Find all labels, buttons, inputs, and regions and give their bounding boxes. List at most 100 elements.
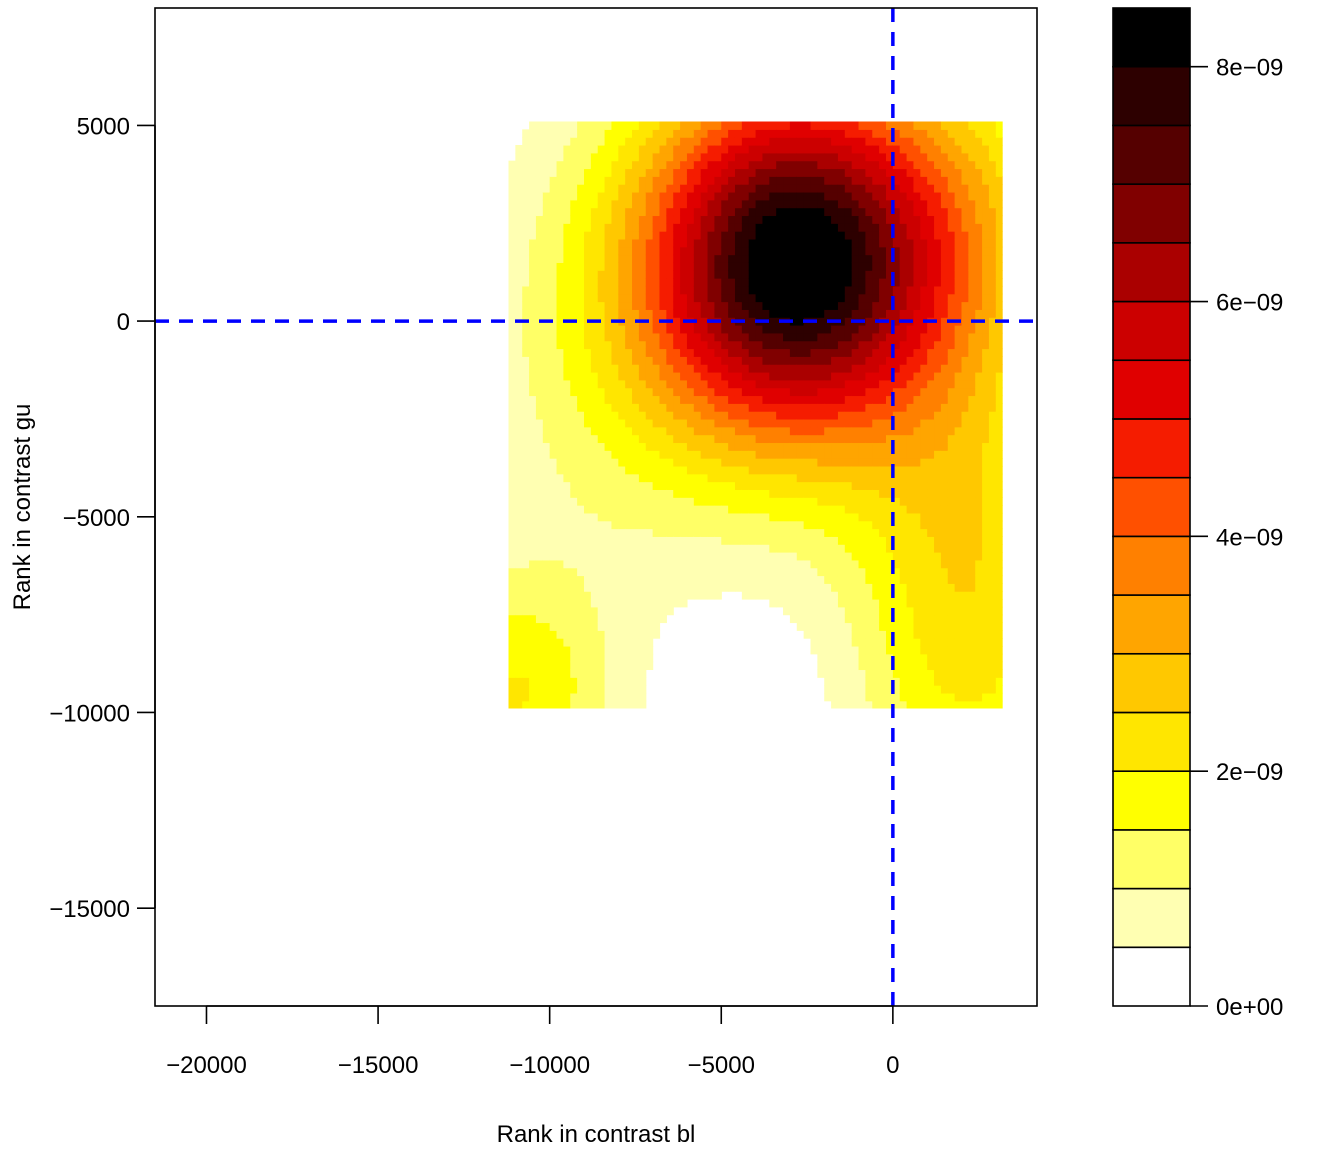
contour-cell — [913, 614, 921, 624]
contour-cell — [872, 473, 880, 483]
contour-cell — [982, 677, 990, 686]
contour-cell — [988, 677, 997, 686]
contour-cell — [783, 207, 791, 217]
contour-cell — [954, 598, 963, 608]
contour-cell — [810, 215, 818, 224]
contour-cell — [542, 653, 551, 663]
contour-cell — [906, 191, 915, 201]
contour-cell — [803, 254, 812, 263]
contour-cell — [892, 340, 901, 350]
contour-cell — [542, 606, 551, 616]
contour-cell — [673, 434, 681, 444]
contour-cell — [851, 223, 860, 232]
contour-cell — [638, 458, 647, 467]
contour-cell — [638, 700, 647, 709]
contour-cell — [837, 700, 846, 709]
contour-cell — [583, 144, 592, 154]
contour-cell — [721, 497, 729, 506]
contour-cell — [680, 598, 688, 608]
contour-cell — [769, 465, 777, 475]
contour-cell — [879, 700, 887, 709]
contour-cell — [590, 442, 599, 451]
contour-cell — [872, 395, 880, 404]
contour-cell — [583, 395, 592, 404]
contour-cell — [789, 458, 798, 467]
contour-cell — [803, 544, 812, 553]
contour-cell — [982, 121, 990, 130]
contour-cell — [837, 168, 846, 177]
contour-cell — [988, 371, 997, 381]
contour-cell — [583, 348, 592, 357]
contour-cell — [954, 638, 963, 647]
contour-cell — [940, 489, 949, 498]
contour-cell — [748, 223, 757, 232]
contour-cell — [755, 223, 764, 232]
contour-cell — [934, 552, 942, 561]
contour-cell — [789, 207, 798, 217]
contour-cell — [886, 121, 894, 130]
contour-cell — [522, 387, 530, 397]
contour-cell — [714, 207, 722, 217]
contour-cell — [556, 254, 564, 263]
contour-cell — [542, 544, 551, 553]
contour-cell — [837, 403, 846, 412]
contour-cell — [734, 160, 743, 170]
contour-cell — [522, 231, 530, 240]
contour-cell — [693, 152, 702, 162]
contour-cell — [769, 489, 777, 498]
contour-cell — [975, 332, 983, 342]
contour-cell — [837, 505, 846, 514]
contour-cell — [865, 622, 873, 631]
contour-cell — [728, 348, 736, 357]
contour-cell — [686, 207, 695, 217]
contour-cell — [590, 552, 599, 561]
contour-cell — [583, 285, 592, 295]
contour-cell — [529, 215, 537, 224]
contour-cell — [680, 442, 688, 451]
contour-cell — [982, 473, 990, 483]
contour-cell — [522, 442, 530, 451]
contour-cell — [625, 661, 633, 671]
contour-cell — [680, 285, 688, 295]
contour-cell — [954, 622, 963, 631]
contour-cell — [542, 332, 551, 342]
contour-cell — [748, 591, 757, 600]
contour-cell — [611, 176, 619, 185]
contour-cell — [837, 669, 846, 678]
contour-cell — [707, 371, 715, 381]
contour-cell — [892, 332, 901, 342]
contour-cell — [693, 207, 702, 217]
contour-cell — [515, 207, 523, 217]
contour-cell — [913, 403, 921, 412]
contour-cell — [673, 176, 681, 185]
contour-cell — [515, 301, 523, 310]
contour-cell — [604, 301, 613, 310]
contour-cell — [954, 332, 963, 342]
contour-cell — [810, 387, 818, 397]
contour-cell — [673, 340, 681, 350]
contour-cell — [762, 371, 770, 381]
contour-cell — [625, 137, 633, 146]
contour-cell — [645, 129, 654, 138]
contour-cell — [982, 418, 990, 428]
contour-cell — [618, 356, 626, 365]
contour-cell — [693, 176, 702, 185]
contour-cell — [872, 661, 880, 671]
contour-cell — [934, 497, 942, 506]
contour-cell — [741, 552, 750, 561]
contour-cell — [803, 450, 812, 459]
contour-cell — [618, 332, 626, 342]
contour-cell — [673, 270, 681, 279]
contour-cell — [886, 505, 894, 514]
contour-cell — [982, 700, 990, 709]
contour-cell — [556, 434, 564, 444]
contour-cell — [522, 685, 530, 694]
contour-cell — [803, 364, 812, 373]
contour-cell — [556, 285, 564, 295]
contour-cell — [625, 598, 633, 608]
contour-cell — [927, 481, 935, 490]
contour-cell — [837, 301, 846, 310]
contour-cell — [947, 458, 956, 467]
contour-cell — [535, 238, 544, 248]
contour-cell — [906, 176, 915, 185]
